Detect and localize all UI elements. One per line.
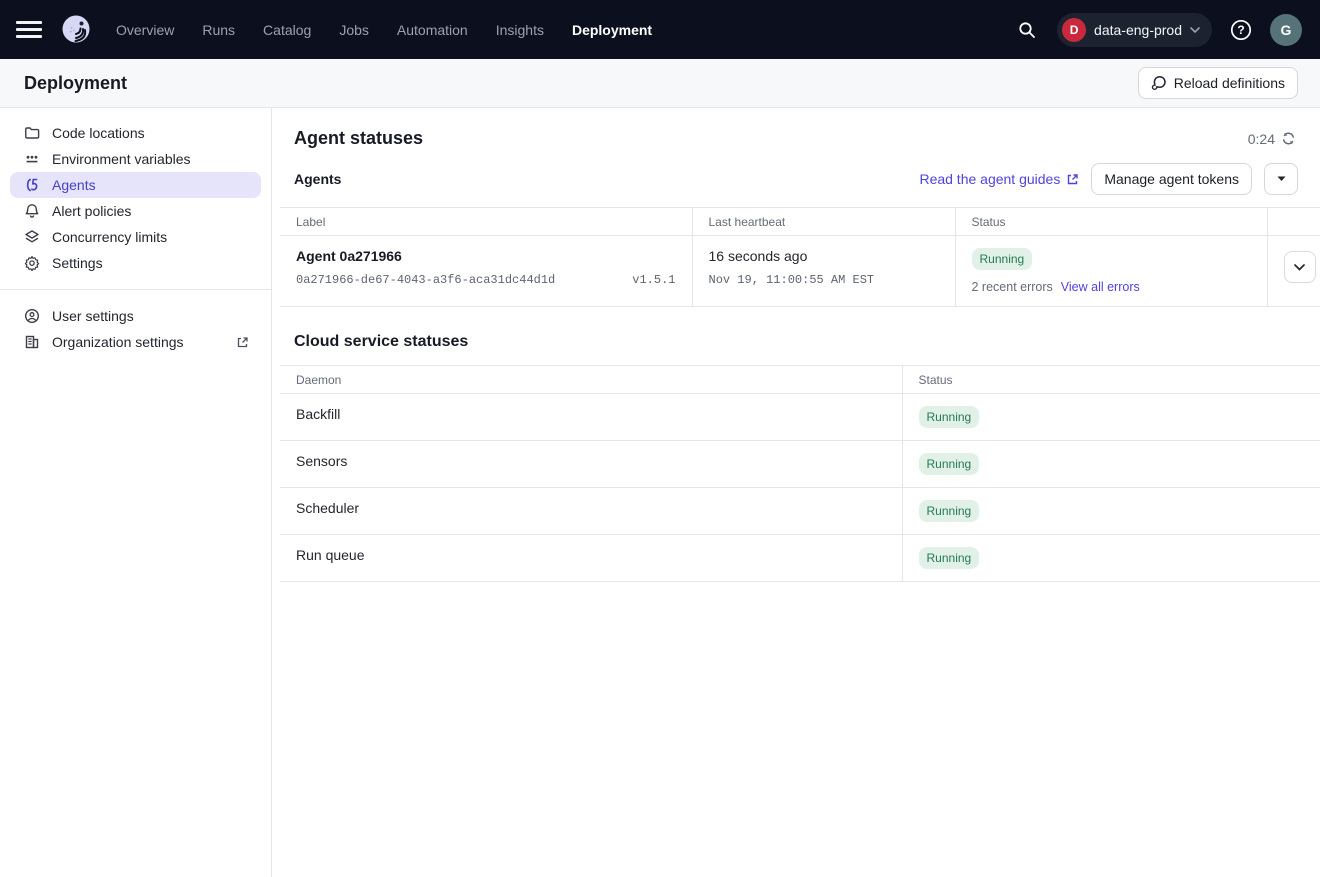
- agent-guides-link[interactable]: Read the agent guides: [919, 171, 1079, 187]
- building-icon: [24, 334, 40, 350]
- nav-item-catalog[interactable]: Catalog: [263, 21, 312, 38]
- table-row: Sensors Running: [280, 440, 1320, 488]
- refresh-countdown: 0:24: [1248, 131, 1296, 147]
- col-heartbeat: Last heartbeat: [691, 207, 955, 236]
- refresh-icon[interactable]: [1281, 131, 1296, 146]
- user-avatar[interactable]: G: [1270, 13, 1302, 46]
- deployment-switcher[interactable]: D data-eng-prod: [1057, 12, 1212, 47]
- hamburger-menu-icon[interactable]: [16, 17, 42, 43]
- agent-tokens-menu-button[interactable]: [1264, 163, 1298, 195]
- daemon-name: Scheduler: [280, 487, 902, 535]
- env-vars-icon: [24, 151, 40, 167]
- main-content: Agent statuses 0:24 Agents Read the agen…: [272, 108, 1320, 877]
- sidebar-item-alert-policies[interactable]: Alert policies: [10, 198, 261, 224]
- table-row: Scheduler Running: [280, 487, 1320, 535]
- view-all-errors-link[interactable]: View all errors: [1060, 280, 1140, 294]
- reload-definitions-button[interactable]: Reload definitions: [1137, 67, 1298, 99]
- deployment-name: data-eng-prod: [1094, 21, 1182, 38]
- agents-section-label: Agents: [294, 171, 342, 187]
- cloud-services-table: Daemon Status Backfill Running Sensors R…: [280, 365, 1320, 582]
- page-title: Deployment: [24, 72, 128, 93]
- col-status: Status: [954, 207, 1267, 236]
- help-icon[interactable]: ?: [1226, 15, 1256, 45]
- external-link-icon: [236, 336, 249, 349]
- folder-icon: [24, 125, 40, 141]
- chevron-down-icon: [1190, 26, 1200, 33]
- recent-errors-text: 2 recent errors: [971, 280, 1053, 294]
- primary-nav: Overview Runs Catalog Jobs Automation In…: [116, 22, 652, 38]
- status-badge: Running: [918, 453, 980, 475]
- sidebar: Code locations Environment variables Age…: [0, 108, 272, 877]
- agent-version: v1.5.1: [632, 273, 676, 287]
- cloud-service-statuses-title: Cloud service statuses: [294, 333, 469, 350]
- status-badge: Running: [918, 406, 980, 428]
- daemon-name: Sensors: [280, 440, 902, 488]
- status-badge: Running: [971, 248, 1033, 270]
- agent-id: 0a271966-de67-4043-a3f6-aca31dc44d1d: [296, 273, 556, 287]
- table-row: Backfill Running: [280, 393, 1320, 441]
- agent-icon: [24, 177, 40, 193]
- heartbeat-relative: 16 seconds ago: [708, 248, 808, 264]
- col-status: Status: [901, 365, 1320, 394]
- col-label: Label: [280, 207, 692, 236]
- nav-item-runs[interactable]: Runs: [202, 21, 236, 38]
- daemon-name: Run queue: [280, 534, 902, 582]
- user-icon: [24, 308, 40, 324]
- agent-row: Agent 0a271966 0a271966-de67-4043-a3f6-a…: [280, 235, 1320, 307]
- status-badge: Running: [918, 547, 980, 569]
- page-header: Deployment Reload definitions: [0, 59, 1320, 108]
- table-row: Run queue Running: [280, 534, 1320, 582]
- nav-item-jobs[interactable]: Jobs: [339, 21, 369, 38]
- sidebar-item-code-locations[interactable]: Code locations: [10, 120, 261, 146]
- sidebar-item-user-settings[interactable]: User settings: [10, 303, 261, 329]
- svg-text:?: ?: [1237, 23, 1244, 37]
- dagster-logo-icon[interactable]: [56, 10, 96, 50]
- caret-down-icon: [1277, 176, 1285, 181]
- sidebar-item-agents[interactable]: Agents: [10, 172, 261, 198]
- bell-icon: [24, 203, 40, 219]
- manage-agent-tokens-button[interactable]: Manage agent tokens: [1091, 163, 1252, 195]
- layers-icon: [24, 229, 40, 245]
- nav-item-insights[interactable]: Insights: [495, 21, 544, 38]
- agents-table-header: Label Last heartbeat Status: [280, 207, 1320, 236]
- agents-table: Label Last heartbeat Status Agent 0a2719…: [280, 207, 1320, 307]
- gear-icon: [24, 255, 40, 271]
- code-location-icon: [1151, 75, 1166, 91]
- top-nav: Overview Runs Catalog Jobs Automation In…: [0, 0, 1320, 59]
- sidebar-item-organization-settings[interactable]: Organization settings: [10, 329, 261, 355]
- nav-item-automation[interactable]: Automation: [396, 21, 468, 38]
- chevron-down-icon: [1294, 263, 1305, 271]
- heartbeat-timestamp: Nov 19, 11:00:55 AM EST: [708, 273, 875, 287]
- sidebar-item-environment-variables[interactable]: Environment variables: [10, 146, 261, 172]
- agent-name: Agent 0a271966: [296, 248, 402, 264]
- col-expand: [1266, 207, 1320, 236]
- daemon-name: Backfill: [280, 393, 902, 441]
- cloud-table-header: Daemon Status: [280, 365, 1320, 394]
- expand-agent-button[interactable]: [1283, 251, 1316, 283]
- sidebar-item-settings[interactable]: Settings: [10, 250, 261, 276]
- status-badge: Running: [918, 500, 980, 522]
- nav-item-deployment[interactable]: Deployment: [571, 21, 653, 38]
- sidebar-divider: [0, 289, 271, 290]
- nav-item-overview[interactable]: Overview: [116, 21, 175, 38]
- deployment-badge: D: [1062, 17, 1087, 42]
- agent-statuses-title: Agent statuses: [294, 128, 424, 148]
- col-daemon: Daemon: [280, 365, 902, 394]
- search-icon[interactable]: [1011, 14, 1043, 46]
- sidebar-item-concurrency-limits[interactable]: Concurrency limits: [10, 224, 261, 250]
- external-link-icon: [1068, 173, 1079, 184]
